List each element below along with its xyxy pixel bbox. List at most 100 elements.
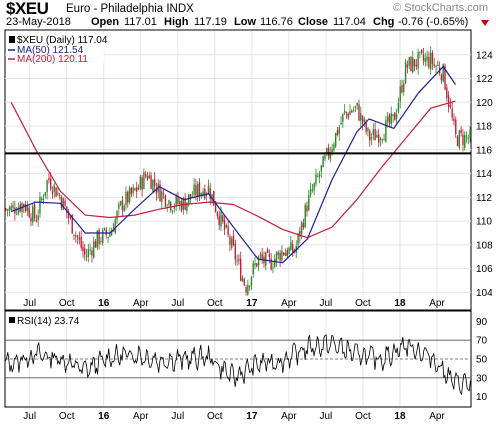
candle-body xyxy=(404,61,407,84)
candle-body xyxy=(103,228,106,230)
candle-body xyxy=(125,192,127,206)
candle-body xyxy=(150,175,152,190)
candle-body xyxy=(84,248,86,255)
x-tick-label: Apr xyxy=(281,298,297,309)
candle-body xyxy=(6,209,9,211)
candle-body xyxy=(329,152,332,160)
candle-body xyxy=(118,204,120,209)
candle-body xyxy=(73,234,75,236)
candle-body xyxy=(51,191,54,194)
candle-body xyxy=(12,205,14,209)
close-label: Close xyxy=(298,16,328,28)
candle-body xyxy=(17,207,20,214)
candle-body xyxy=(467,138,470,140)
high-label: High xyxy=(164,16,189,28)
candle-body xyxy=(182,197,185,210)
candle-body xyxy=(35,219,38,222)
candle-body xyxy=(155,188,158,194)
candle-body xyxy=(309,188,312,195)
candle-body xyxy=(232,235,235,246)
candle-body xyxy=(318,174,321,177)
open-label: Open xyxy=(91,16,120,28)
candle-body xyxy=(433,64,435,67)
close-value: 117.04 xyxy=(333,16,366,28)
x-tick-label: 16 xyxy=(98,298,110,309)
candle-body xyxy=(345,112,348,114)
y-tick-label: 116 xyxy=(476,145,492,156)
candle-body xyxy=(159,184,161,202)
candle-body xyxy=(67,211,70,218)
candle-body xyxy=(334,132,337,147)
low-label: Low xyxy=(234,16,256,28)
candle-body xyxy=(10,206,12,211)
candle-body xyxy=(426,56,428,61)
candle-body xyxy=(96,230,99,248)
y-tick-label: 112 xyxy=(476,193,492,204)
candle-body xyxy=(377,134,380,143)
candle-body xyxy=(379,138,382,140)
brand-watermark: © StockCharts.com xyxy=(393,2,488,14)
x-tick-label: 17 xyxy=(246,298,258,309)
candle-body xyxy=(297,233,299,245)
candle-body xyxy=(41,198,43,201)
candle-body xyxy=(186,202,188,211)
candle-body xyxy=(259,254,262,256)
candle-body xyxy=(71,214,73,234)
candle-body xyxy=(82,246,84,252)
candle-body xyxy=(214,205,217,212)
candle-body xyxy=(274,258,276,268)
rsi-x-tick-label: Jul xyxy=(320,411,333,422)
chart-header: $XEU Euro - Philadelphia INDX 23-May-201… xyxy=(0,0,496,30)
rsi-x-tick-label: Jul xyxy=(23,411,36,422)
candle-body xyxy=(367,127,369,131)
candle-body xyxy=(372,129,375,135)
price-panel-frame xyxy=(4,29,472,311)
candle-body xyxy=(415,64,418,67)
candle-body xyxy=(290,241,292,251)
candle-body xyxy=(291,244,294,253)
candle-body xyxy=(114,219,116,233)
candle-body xyxy=(444,65,446,90)
candle-body xyxy=(136,187,138,192)
candle-body xyxy=(202,191,204,196)
candle-body xyxy=(58,195,61,197)
candle-body xyxy=(130,187,133,195)
candle-body xyxy=(456,136,459,146)
candle-body xyxy=(137,187,140,190)
x-tick-label: Apr xyxy=(429,298,445,309)
candle-body xyxy=(44,192,47,197)
candle-body xyxy=(141,177,143,190)
candle-body xyxy=(179,201,181,205)
candle-body xyxy=(311,189,314,191)
candle-body xyxy=(331,148,333,153)
candle-body xyxy=(171,210,174,212)
candle-body xyxy=(144,174,147,177)
rsi-y-tick-label: 10 xyxy=(476,392,488,403)
candle-body xyxy=(62,198,64,210)
legend-swatch-rsi xyxy=(9,317,15,323)
x-tick-label: Jul xyxy=(171,298,184,309)
rsi-x-tick-label: Apr xyxy=(429,411,445,422)
down-arrow-icon xyxy=(481,20,489,26)
candle-body xyxy=(326,148,328,154)
candle-body xyxy=(464,134,466,148)
x-tick-label: 18 xyxy=(394,298,406,309)
candle-body xyxy=(180,201,183,211)
candle-body xyxy=(231,238,233,248)
candle-body xyxy=(347,113,349,118)
open-value: 117.01 xyxy=(124,16,157,28)
candle-body xyxy=(164,195,167,207)
description: Euro - Philadelphia INDX xyxy=(66,3,194,15)
ma200-line xyxy=(10,100,456,239)
candle-body xyxy=(243,279,245,286)
candle-body xyxy=(447,95,450,108)
candle-body xyxy=(304,204,306,228)
candle-body xyxy=(245,287,247,293)
candle-body xyxy=(100,241,102,243)
candle-body xyxy=(429,52,432,70)
candle-body xyxy=(89,249,91,251)
candle-body xyxy=(265,252,267,266)
candle-body xyxy=(370,137,373,139)
y-tick-label: 114 xyxy=(476,169,492,180)
